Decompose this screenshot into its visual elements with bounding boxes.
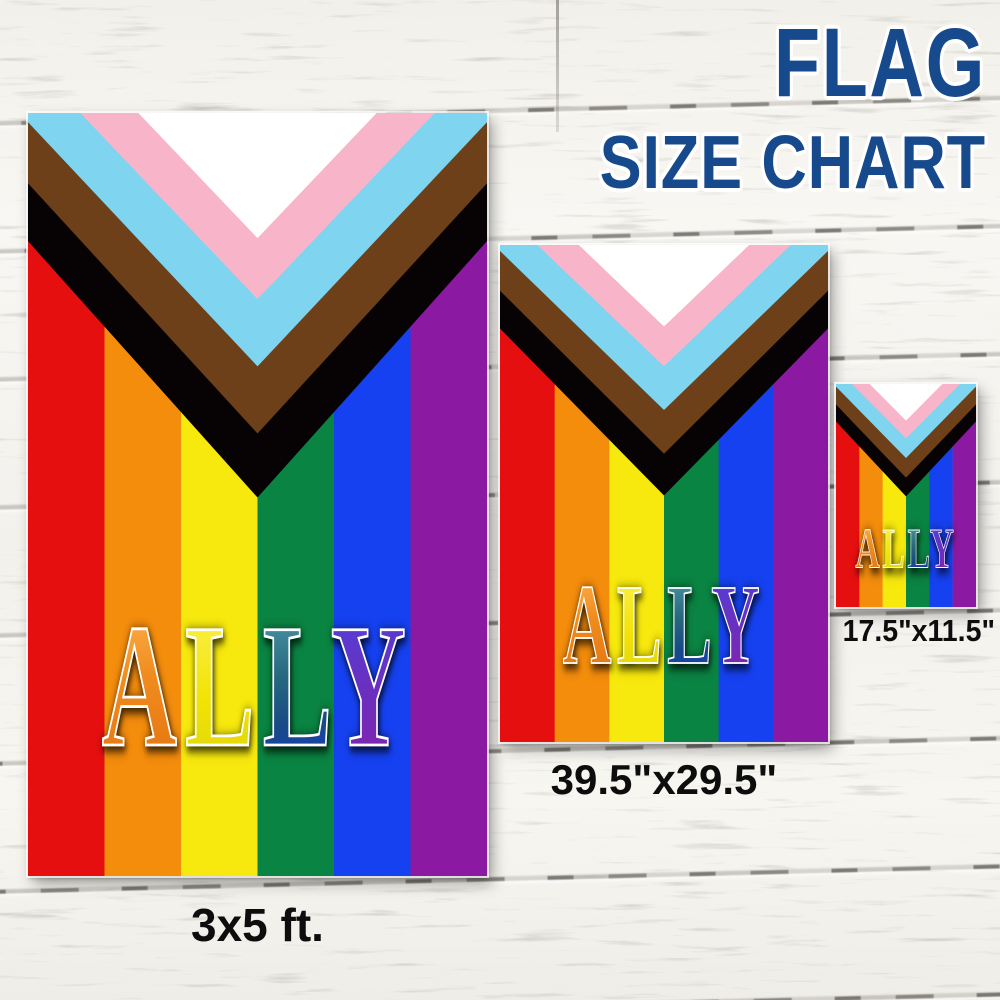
flag-preview-small: ALLY 17.5"x11.5": [834, 382, 1000, 648]
size-label-large: 3x5 ft.: [191, 899, 324, 951]
size-label-small: 17.5"x11.5": [842, 613, 995, 648]
flag-preview-medium: ALLY 39.5"x29.5": [498, 243, 830, 803]
flag-ally-text: ALLY: [562, 567, 765, 683]
flag-ally-text: ALLY: [101, 597, 413, 776]
flag-ally-text: ALLY: [855, 517, 957, 581]
ally-letter-a-0: A: [562, 561, 617, 689]
ally-letter-l-2: L: [907, 517, 930, 581]
title-line-flag: FLAG: [773, 8, 986, 117]
flag-preview-large: ALLY 3x5 ft.: [26, 111, 489, 951]
ally-letter-l-1: L: [616, 561, 668, 689]
progress-pride-flag-large: ALLY: [26, 111, 489, 878]
progress-pride-flag-small: ALLY: [834, 382, 978, 609]
page-title: FLAG SIZE CHART: [526, 14, 986, 200]
ally-letter-a-0: A: [855, 517, 883, 581]
ally-letter-l-2: L: [667, 561, 712, 689]
ally-letter-y-3: Y: [929, 517, 957, 581]
ally-letter-y-3: Y: [711, 561, 766, 689]
plank-groove: [0, 991, 1000, 1000]
ally-letter-l-1: L: [882, 517, 908, 581]
ally-letter-l-1: L: [184, 588, 263, 784]
ally-letter-a-0: A: [101, 588, 185, 784]
size-label-medium: 39.5"x29.5": [550, 756, 778, 803]
ally-letter-l-2: L: [261, 588, 331, 784]
progress-pride-flag-medium: ALLY: [498, 243, 830, 744]
title-line-size-chart: SIZE CHART: [599, 120, 986, 204]
ally-letter-y-3: Y: [329, 588, 414, 784]
